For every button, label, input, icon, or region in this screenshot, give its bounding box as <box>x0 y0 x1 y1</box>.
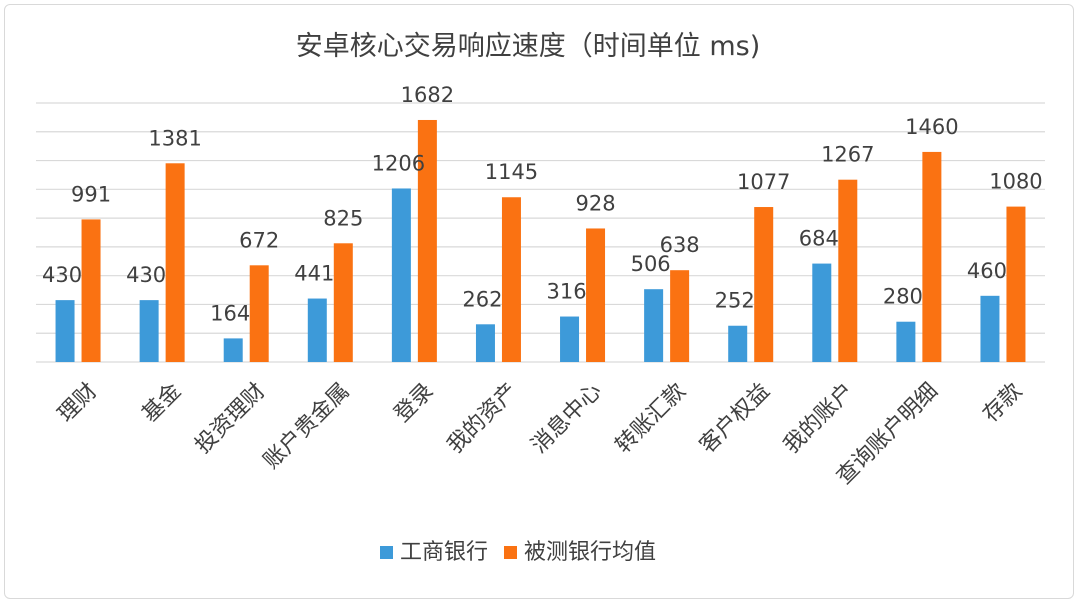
data-label: 684 <box>799 227 839 251</box>
data-label: 1460 <box>905 115 958 139</box>
bar-icbc-2 <box>223 338 243 362</box>
legend-label: 工商银行 <box>400 540 488 565</box>
legend: 工商银行 被测银行均值 <box>380 540 656 565</box>
bar-avg-5 <box>501 197 521 362</box>
data-label: 252 <box>715 289 755 313</box>
data-label: 280 <box>883 285 923 309</box>
data-label: 928 <box>575 191 615 215</box>
x-tick-label: 客户权益 <box>695 379 775 459</box>
data-label: 1381 <box>148 126 201 150</box>
bar-avg-0 <box>81 219 101 362</box>
data-label: 1682 <box>401 83 454 107</box>
bar-avg-6 <box>586 228 606 362</box>
data-label: 991 <box>71 182 111 206</box>
bar-avg-2 <box>249 265 269 362</box>
bar-icbc-1 <box>139 300 159 362</box>
gridlines <box>36 102 1045 363</box>
bar-icbc-7 <box>644 289 664 362</box>
bar-avg-9 <box>838 179 858 362</box>
bar-icbc-3 <box>307 298 327 362</box>
x-tick-label: 投资理财 <box>191 379 271 459</box>
data-label: 825 <box>323 206 363 230</box>
data-label: 460 <box>967 259 1007 283</box>
bar-avg-11 <box>1006 206 1026 362</box>
bar-avg-3 <box>333 243 353 362</box>
bars <box>55 119 1026 363</box>
data-label: 441 <box>294 262 334 286</box>
data-label: 164 <box>210 301 250 325</box>
bar-avg-7 <box>670 270 690 362</box>
data-labels: 430 430 164 441 1206 262 316 506 252 684 280 460 991… <box>42 83 1043 325</box>
bar-avg-4 <box>417 119 437 363</box>
bar-icbc-4 <box>391 188 411 362</box>
legend-swatch <box>504 546 517 559</box>
bar-icbc-8 <box>728 325 748 362</box>
bar-avg-10 <box>922 151 942 362</box>
x-tick-label: 登录 <box>390 379 439 428</box>
legend-label: 被测银行均值 <box>524 540 656 565</box>
data-label: 672 <box>239 228 279 252</box>
data-label: 1145 <box>485 160 538 184</box>
x-tick-label: 我的资产 <box>443 379 523 459</box>
x-tick-label: 消息中心 <box>527 379 607 459</box>
data-label: 506 <box>631 252 671 276</box>
bar-icbc-6 <box>560 316 580 362</box>
bar-icbc-5 <box>475 324 495 362</box>
x-tick-label: 基金 <box>138 379 187 428</box>
bar-avg-8 <box>754 207 774 362</box>
chart-title: 安卓核心交易响应速度（时间单位 ms) <box>296 31 760 62</box>
legend-swatch <box>380 546 393 559</box>
bar-icbc-0 <box>55 300 75 362</box>
x-tick-label: 账户贵金属 <box>259 379 354 474</box>
x-tick-label: 转账汇款 <box>611 379 691 459</box>
data-label: 262 <box>462 287 502 311</box>
bar-icbc-11 <box>980 295 1000 362</box>
data-label: 430 <box>42 263 82 287</box>
x-tick-label: 存款 <box>978 379 1027 428</box>
data-label: 430 <box>126 263 166 287</box>
data-label: 1080 <box>989 170 1042 194</box>
bar-icbc-9 <box>812 263 832 362</box>
x-tick-label: 理财 <box>53 379 102 428</box>
bar-avg-1 <box>165 163 185 362</box>
data-label: 1077 <box>737 170 790 194</box>
x-tick-label: 我的账户 <box>779 379 859 459</box>
data-label: 638 <box>660 233 700 257</box>
data-label: 316 <box>546 280 586 304</box>
data-label: 1267 <box>821 143 874 167</box>
bar-icbc-10 <box>896 321 916 362</box>
data-label: 1206 <box>372 151 425 175</box>
